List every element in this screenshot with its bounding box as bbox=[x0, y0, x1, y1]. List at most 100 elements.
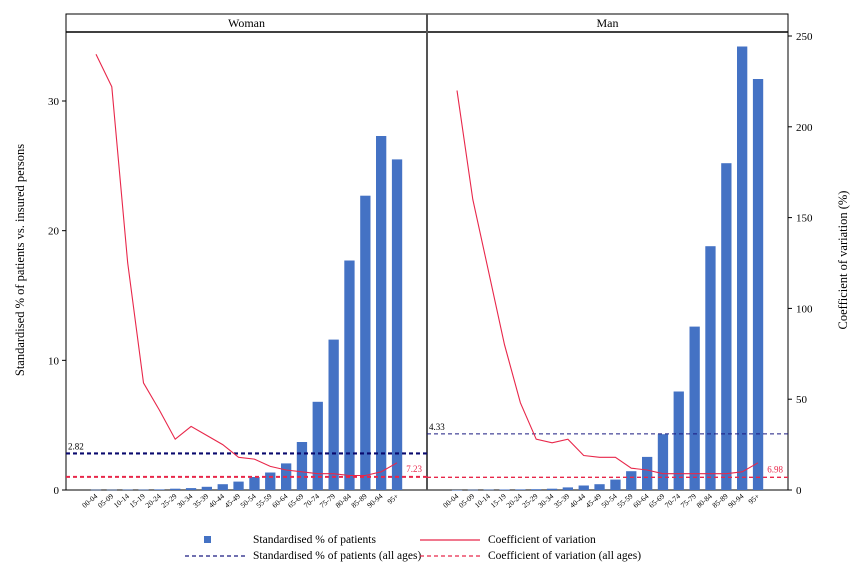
x-tick-label: 95+ bbox=[386, 492, 401, 506]
x-tick-label: 20-24 bbox=[143, 491, 162, 509]
legend-label-cv-all: Coefficient of variation (all ages) bbox=[488, 550, 642, 562]
bar bbox=[451, 489, 463, 491]
y-left-axis-title: Standardised % of patients vs. insured p… bbox=[13, 144, 27, 376]
bar bbox=[594, 484, 605, 490]
bar bbox=[752, 79, 764, 490]
x-tick-label: 15-19 bbox=[128, 491, 147, 509]
x-tick-label: 45-49 bbox=[584, 491, 603, 509]
bar bbox=[185, 488, 197, 490]
legend-line-icon bbox=[420, 539, 480, 541]
bar bbox=[376, 136, 387, 490]
y-left-tick-label: 10 bbox=[48, 355, 60, 367]
y-left-tick-label: 30 bbox=[48, 96, 60, 108]
y-right-tick-label: 0 bbox=[796, 485, 802, 497]
x-tick-label: 40-44 bbox=[568, 491, 587, 509]
x-tick-label: 50-54 bbox=[239, 491, 258, 509]
y-left-tick-label: 0 bbox=[54, 485, 60, 497]
x-tick-label: 45-49 bbox=[223, 491, 242, 509]
y-left-tick-label: 20 bbox=[48, 226, 60, 238]
bar bbox=[265, 472, 276, 490]
x-tick-label: 70-74 bbox=[663, 491, 682, 509]
legend-dash-navy-icon bbox=[185, 555, 245, 557]
x-tick-label: 55-59 bbox=[254, 491, 273, 509]
x-tick-label: 10-14 bbox=[112, 491, 131, 509]
y-right-tick-label: 100 bbox=[796, 303, 813, 315]
bar bbox=[467, 489, 478, 491]
bar bbox=[391, 159, 403, 490]
panel-title: Woman bbox=[228, 16, 265, 30]
bar bbox=[737, 46, 748, 490]
legend-bar-marker-icon bbox=[204, 536, 211, 543]
bar bbox=[657, 434, 669, 490]
plot-frame bbox=[65, 13, 789, 491]
bar bbox=[642, 456, 653, 490]
y-right-tick-label: 150 bbox=[796, 213, 813, 225]
y-right-tick-label: 50 bbox=[796, 394, 808, 406]
bar bbox=[344, 260, 355, 490]
x-tick-label: 05-09 bbox=[96, 491, 115, 509]
legend-label-patients-all: Standardised % of patients (all ages) bbox=[253, 550, 422, 562]
x-tick-label: 40-44 bbox=[207, 491, 226, 509]
cv-line bbox=[95, 53, 398, 477]
ref-label-cv: 7.23 bbox=[406, 464, 422, 474]
x-tick-label: 60-64 bbox=[631, 491, 650, 509]
x-tick-label: 00-04 bbox=[80, 491, 99, 509]
axes: 0 10 20 30 0 50 100 150 200 250 Standardised % of … bbox=[13, 31, 850, 497]
legend: Standardised % of patients Coefficient o… bbox=[0, 532, 864, 576]
x-tick-label: 25-29 bbox=[520, 491, 539, 509]
bar bbox=[721, 163, 732, 490]
bar bbox=[233, 481, 244, 490]
bar bbox=[515, 489, 526, 490]
y-right-tick-label: 200 bbox=[796, 122, 813, 134]
x-tick-label: 85-89 bbox=[710, 491, 729, 509]
x-tick-label: 90-94 bbox=[365, 491, 384, 509]
x-tick-label: 65-69 bbox=[647, 491, 666, 509]
bar bbox=[360, 195, 371, 490]
y-right-tick-label: 250 bbox=[796, 31, 813, 43]
legend-label-cv: Coefficient of variation bbox=[488, 534, 596, 546]
x-tick-label: 05-09 bbox=[457, 491, 476, 509]
x-tick-label: 90-94 bbox=[726, 491, 745, 509]
x-tick-label: 80-84 bbox=[334, 491, 353, 509]
ref-label-cv: 6.98 bbox=[767, 464, 783, 474]
bar bbox=[499, 489, 510, 490]
ref-label-patients: 2.82 bbox=[68, 441, 84, 451]
bar bbox=[154, 489, 165, 490]
bar bbox=[705, 246, 716, 490]
panel-man: Man 4.33 6.98 00-0405-0910-1415-1920-2425-2… bbox=[427, 16, 788, 510]
bar bbox=[122, 489, 133, 491]
bar bbox=[626, 471, 637, 490]
bar bbox=[249, 477, 260, 490]
cv-line bbox=[456, 90, 759, 475]
bar bbox=[689, 326, 700, 490]
x-tick-label: 75-79 bbox=[318, 491, 337, 509]
x-tick-label: 25-29 bbox=[159, 491, 178, 509]
x-tick-label: 35-39 bbox=[191, 491, 210, 509]
x-tick-label: 60-64 bbox=[270, 491, 289, 509]
bar bbox=[562, 487, 573, 490]
ref-label-patients: 4.33 bbox=[429, 422, 445, 432]
x-tick-label: 55-59 bbox=[615, 491, 634, 509]
x-tick-label: 10-14 bbox=[473, 491, 492, 509]
x-tick-label: 65-69 bbox=[286, 491, 305, 509]
bar bbox=[90, 489, 102, 491]
bar bbox=[170, 488, 181, 490]
bar bbox=[328, 339, 339, 490]
x-tick-label: 20-24 bbox=[504, 491, 523, 509]
x-tick-label: 70-74 bbox=[302, 491, 321, 509]
x-tick-label: 00-04 bbox=[441, 491, 460, 509]
bar bbox=[217, 484, 228, 490]
panel-title: Man bbox=[597, 16, 619, 30]
bar bbox=[578, 485, 589, 490]
bar bbox=[546, 488, 558, 490]
x-tick-label: 15-19 bbox=[489, 491, 508, 509]
x-tick-label: 30-34 bbox=[536, 491, 555, 509]
bar bbox=[673, 391, 684, 490]
y-right-axis-title: Coefficient of variation (%) bbox=[836, 191, 850, 330]
x-tick-label: 35-39 bbox=[552, 491, 571, 509]
bar bbox=[610, 479, 621, 490]
legend-label-patients: Standardised % of patients bbox=[253, 534, 376, 546]
bar bbox=[201, 486, 212, 490]
bar bbox=[296, 442, 308, 490]
